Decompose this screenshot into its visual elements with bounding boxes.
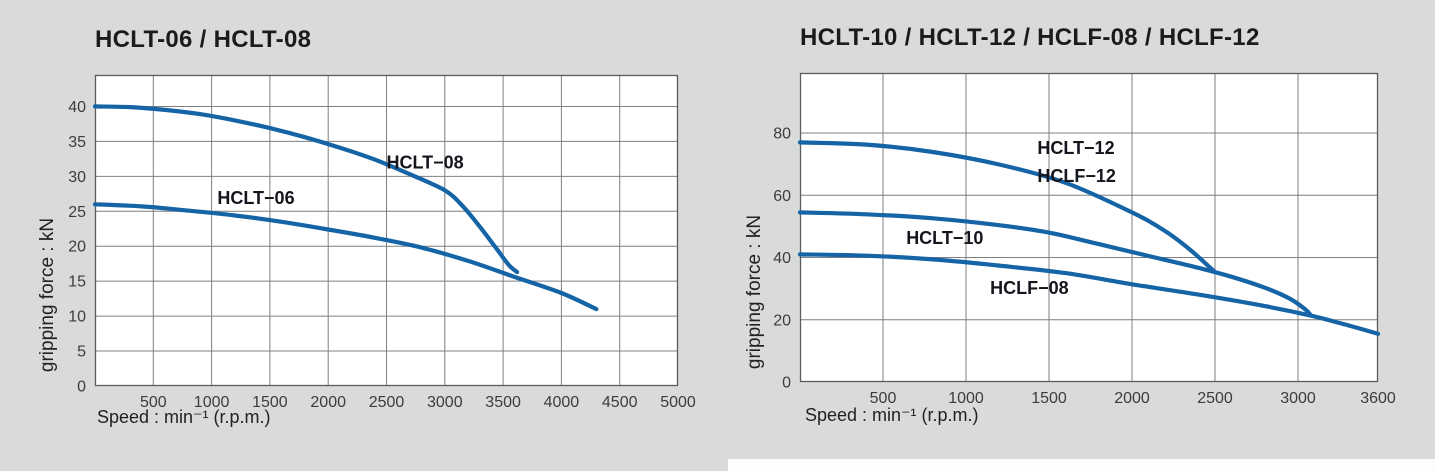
x-tick-label: 500 <box>870 390 897 407</box>
x-tick-label: 2000 <box>310 394 346 411</box>
y-tick-label: 35 <box>68 134 86 151</box>
y-tick-label: 40 <box>773 250 791 267</box>
curve-hclt-08 <box>92 104 520 275</box>
y-tick-label: 0 <box>782 375 791 392</box>
y-axis-title-right: gripping force : kN <box>744 214 765 370</box>
x-tick-label: 1500 <box>1031 390 1067 407</box>
plot-border <box>799 72 1379 383</box>
x-tick-label: 3500 <box>485 394 521 411</box>
y-tick-label: 15 <box>68 274 86 291</box>
page-edge-white-strip <box>728 459 1435 471</box>
plot-background <box>95 75 678 386</box>
y-tick-label: 5 <box>77 344 86 361</box>
chart-title-right: HCLT-10 / HCLT-12 / HCLF-08 / HCLF-12 <box>800 24 1260 51</box>
plot-area-right: 500 1000 1500 2000 2500 3000 3600 0 20 40 60 80 HCLT… <box>773 72 1396 407</box>
x-tick-label: 2500 <box>369 394 405 411</box>
curve-label: HCLT−10 <box>906 228 983 248</box>
y-axis-title-left: gripping force : kN <box>37 217 58 373</box>
x-tick-label: 2000 <box>1114 390 1150 407</box>
curve-label: HCLF−08 <box>990 278 1069 298</box>
x-tick-label: 3000 <box>427 394 463 411</box>
x-tick-label: 4000 <box>544 394 580 411</box>
y-tick-label: 20 <box>68 239 86 256</box>
y-tick-label: 30 <box>68 169 86 186</box>
curve-label: HCLT−12 <box>1037 138 1114 158</box>
y-tick-label: 40 <box>68 99 86 116</box>
curve-label: HCLT−06 <box>217 188 294 208</box>
y-tick-label: 10 <box>68 309 86 326</box>
x-tick-label: 5000 <box>660 394 696 411</box>
x-tick-label: 1000 <box>948 390 984 407</box>
x-axis-title-right: Speed : min⁻¹ (r.p.m.) <box>805 405 979 425</box>
plot-area-left: 500 1000 1500 2000 2500 3000 3500 4000 4500 5000 0… <box>68 74 696 411</box>
x-tick-label: 2500 <box>1197 390 1233 407</box>
curve-hclt-06 <box>92 202 599 312</box>
plot-border <box>94 74 679 387</box>
y-tick-label: 0 <box>77 379 86 396</box>
curve-hclf-08 <box>797 252 1381 336</box>
curve-label: HCLF−12 <box>1037 166 1116 186</box>
y-tick-label: 20 <box>773 312 791 329</box>
x-tick-label: 4500 <box>602 394 638 411</box>
plot-background <box>800 73 1378 382</box>
y-tick-label: 80 <box>773 126 791 143</box>
curve-hclt-10 <box>797 210 1314 318</box>
x-tick-label: 3600 <box>1360 390 1396 407</box>
x-axis-title-left: Speed : min⁻¹ (r.p.m.) <box>97 407 271 427</box>
y-tick-label: 60 <box>773 188 791 205</box>
curve-hclt-12-hclf-12 <box>797 140 1218 275</box>
x-tick-label: 1000 <box>194 394 230 411</box>
y-tick-label: 25 <box>68 204 86 221</box>
x-tick-label: 500 <box>140 394 167 411</box>
chart-title-left: HCLT-06 / HCLT-08 <box>95 26 312 53</box>
x-tick-label: 3000 <box>1280 390 1316 407</box>
x-tick-label: 1500 <box>252 394 288 411</box>
curve-label: HCLT−08 <box>387 152 464 172</box>
